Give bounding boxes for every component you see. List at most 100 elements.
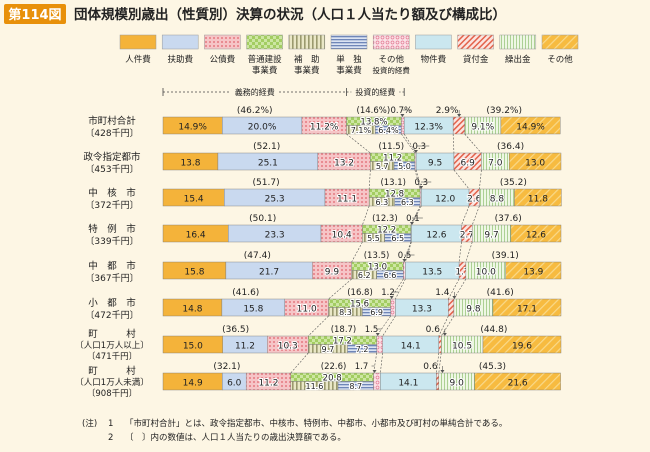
bar-label: 13.2	[334, 159, 354, 169]
bar-row: 町 村〔人口1万人未満〕〔908千円〕 14.9 6.0 11.2 20.811.6 8.…	[75, 362, 561, 399]
header: 第114図 団体規模別歳出（性質別）決算の状況（人口１人当たり額及び構成比）	[4, 4, 506, 24]
bar-row: 中 都 市〔367千円〕15.8 21.7 9.9 13.06.2 6.6 13.5 1.7…	[85, 251, 562, 284]
bar-segment: 15.0	[162, 335, 223, 354]
legend-label: 事業費	[336, 65, 362, 76]
row-label: 特 例 市	[88, 223, 136, 235]
bar-label: 12.0	[435, 195, 455, 205]
bar-label: 12.2	[377, 226, 396, 236]
row-label: 中 都 市	[88, 260, 136, 272]
bar-label-hojo: 7.1%	[351, 126, 372, 135]
bar-segment: 11.1	[324, 188, 370, 207]
expense-brackets: 義務的経費 投資的経費	[162, 86, 405, 97]
other-invest-value: 0.5	[398, 251, 412, 261]
row-sublabel: 〔471千円〕	[87, 351, 137, 362]
connector-line	[410, 205, 421, 226]
bar-segment: 16.4	[162, 224, 229, 243]
toushi-total: (14.6%)	[357, 106, 391, 116]
connector-line	[362, 205, 370, 226]
bar-segment: 20.0%	[222, 116, 303, 135]
bar-label: 14.9%	[178, 123, 207, 133]
toushi-total: (22.6)	[321, 362, 347, 372]
legend-label: 貸付金	[463, 54, 489, 65]
connector-line	[395, 278, 406, 300]
bar-4	[390, 298, 396, 317]
bar-segment: 15.8	[162, 261, 227, 280]
bar-8	[509, 152, 562, 171]
pointer-arrow	[413, 150, 418, 153]
gimu-total: (36.5)	[222, 325, 249, 335]
bar-segment: 9.9	[312, 261, 352, 280]
bar-segment: 21.6	[474, 372, 561, 391]
bar-label-tandoku: 6.3	[401, 198, 414, 207]
bar-label: 11.0	[297, 305, 317, 315]
row-label: 町 村	[88, 328, 136, 340]
bar-label: 11.2	[258, 379, 278, 389]
connector-line	[403, 241, 412, 263]
loan-value: 0.6	[423, 362, 438, 372]
pointer-arrow	[400, 114, 405, 117]
note-num-2: 2	[108, 433, 113, 443]
bar-segment: 14.1	[380, 372, 437, 391]
gimu-total: (47.4)	[244, 251, 271, 261]
bar-segment	[401, 116, 405, 135]
bar-6	[452, 116, 465, 135]
connector-line	[458, 241, 462, 263]
bar-segment: 11.25.7 5.0	[370, 152, 416, 172]
notes: (注) 1 「市町村合計」とは、政令指定都市、中核市、特例市、中都市、小都市及び…	[82, 418, 507, 443]
bar-6	[436, 372, 440, 391]
connector-line	[440, 315, 455, 337]
toushi-label-bg	[351, 86, 400, 97]
toushi-total: (16.8)	[347, 288, 373, 298]
bar-label: 11.2%	[310, 123, 339, 133]
bar-segment	[403, 261, 406, 280]
loan-value: 1.4	[435, 288, 450, 298]
legend-label: 人件費	[125, 54, 151, 65]
legend-swatch	[499, 34, 537, 50]
bar-segment	[390, 298, 396, 317]
bar-label: 13.5	[422, 268, 442, 278]
legend-item: 物件費	[415, 34, 452, 65]
connector-line	[290, 352, 309, 374]
bar-label: 21.6	[508, 379, 528, 389]
figure-badge: 第114図	[8, 7, 61, 23]
loan-arrow	[440, 370, 445, 373]
other-invest-value: 1.7	[355, 362, 369, 372]
loan-value: 0.6	[426, 325, 441, 335]
connector-line	[351, 241, 363, 263]
bar-label: 13.3	[412, 305, 432, 315]
row-sublabel: 〔428千円〕	[85, 128, 138, 139]
loan-arrow	[452, 296, 457, 299]
legend: 人件費 扶助費 公債費 普通建設事業費補 助事業費単 独事業費その他投資的経費物件費貸…	[119, 34, 579, 76]
bar-4	[403, 261, 406, 280]
misc-total: (35.2)	[500, 178, 527, 188]
bar-segment: 13.5	[405, 261, 460, 280]
connector-line	[368, 169, 371, 190]
misc-total: (39.1)	[492, 251, 519, 261]
connector-line	[464, 133, 482, 154]
bar-segment: 25.1	[217, 152, 319, 171]
legend-label: 公債費	[210, 54, 236, 65]
bar-label: 13.8	[180, 159, 200, 169]
bar-segment: 10.4	[320, 224, 363, 243]
bar-segment: 17.1	[492, 298, 562, 317]
bar-label: 13.0	[368, 263, 387, 273]
bar-label-hojo: 6.2	[358, 271, 371, 280]
connector-line	[479, 169, 482, 190]
bar-segment: 6.9	[453, 152, 482, 171]
bar-label: 11.2	[383, 154, 402, 164]
bar-segment	[373, 372, 381, 391]
bar-label-tandoku: 7.2	[356, 345, 369, 354]
loan-value: 2.9%	[436, 106, 459, 116]
misc-total: (36.4)	[497, 142, 524, 152]
pointer-arrow	[402, 259, 407, 262]
connector-line	[471, 205, 480, 226]
bar-label: 6.0	[227, 379, 242, 389]
toushi-total: (12.3)	[372, 214, 398, 224]
toushi-total: (13.1)	[380, 178, 406, 188]
connector-line	[411, 205, 422, 226]
bar-segment: 19.6	[482, 335, 562, 354]
row-label-pop: 〔人口1万人未満〕	[75, 377, 148, 388]
bar-label: 16.4	[186, 231, 206, 241]
